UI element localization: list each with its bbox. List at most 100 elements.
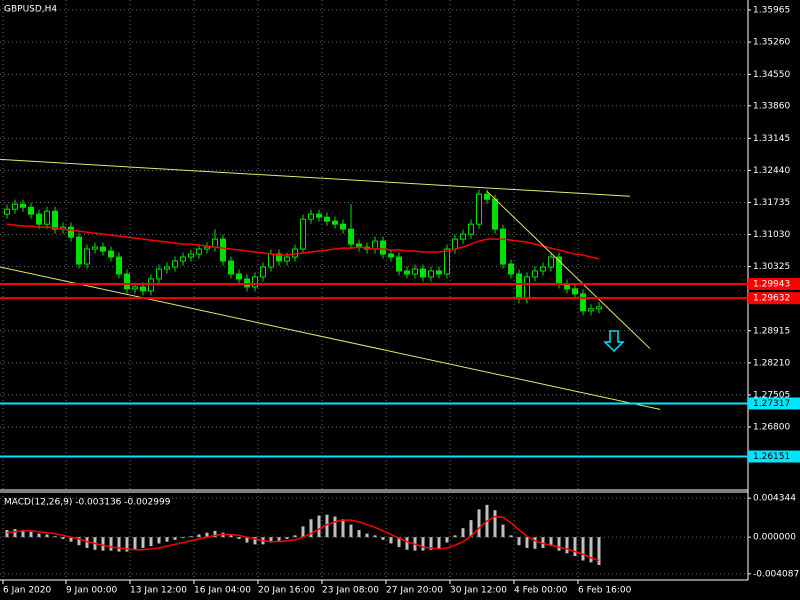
candle-body — [172, 260, 178, 268]
candle-body — [116, 256, 122, 275]
candle-body — [236, 273, 242, 280]
candle-body — [164, 266, 170, 270]
price-level-tag — [748, 292, 800, 305]
macd-bar — [285, 537, 289, 539]
trendline — [0, 158, 631, 197]
macd-bar — [37, 533, 41, 538]
trendline — [0, 266, 661, 410]
candle-body — [284, 256, 290, 262]
candle-body — [252, 276, 258, 288]
x-tick-label: 20 Jan 16:00 — [258, 586, 315, 596]
candle-body — [196, 248, 202, 255]
candle-body — [468, 223, 474, 235]
y-tick-label: 1.34550 — [753, 70, 790, 80]
y-tick-label: 1.35965 — [753, 6, 790, 16]
macd-bar — [309, 519, 313, 538]
macd-bar — [269, 537, 273, 543]
macd-bar — [469, 520, 473, 538]
y-tick-label: 0.000000 — [753, 533, 796, 543]
candle-body — [580, 293, 586, 312]
chart-title: GBPUSD,H4 — [4, 5, 57, 15]
macd-bar — [389, 537, 393, 544]
macd-bar — [581, 537, 585, 561]
candle-body — [300, 218, 306, 250]
macd-bar — [565, 537, 569, 554]
candle-body — [260, 266, 266, 278]
candle-body — [484, 193, 490, 200]
macd-bar — [189, 536, 193, 538]
macd-bar — [133, 537, 137, 550]
y-tick-label: 1.32440 — [753, 166, 790, 176]
macd-bar — [125, 537, 129, 552]
candle-body — [436, 270, 442, 275]
candle-body — [420, 268, 426, 278]
price-level-tag — [748, 450, 800, 463]
candle-body — [12, 203, 18, 210]
y-tick-label: 1.30325 — [753, 262, 790, 272]
macd-title: MACD(12,26,9) -0.003136 -0.002999 — [4, 498, 171, 508]
macd-bar — [13, 529, 17, 538]
macd-bar — [365, 533, 369, 538]
x-tick-label: 6 Jan 2020 — [3, 586, 51, 596]
sell-arrow — [603, 330, 625, 353]
moving-average — [6, 223, 600, 260]
macd-bar — [509, 535, 513, 538]
macd-bar — [573, 537, 577, 557]
candle-body — [28, 206, 34, 215]
y-tick-label: 1.31735 — [753, 198, 790, 208]
macd-bar — [517, 537, 521, 546]
macd-bar — [589, 537, 593, 563]
macd-bar — [541, 537, 545, 548]
candle-body — [44, 210, 50, 225]
macd-bar — [53, 536, 57, 538]
macd-bar — [349, 524, 353, 538]
candle-body — [76, 236, 82, 265]
candle-body — [92, 246, 98, 250]
signal-line — [6, 515, 600, 562]
macd-bar — [397, 537, 401, 548]
candle-body — [428, 270, 434, 278]
candle-body — [124, 273, 130, 290]
macd-bar — [109, 537, 113, 551]
candle-body — [132, 286, 138, 290]
macd-bar — [317, 515, 321, 538]
x-tick-label: 16 Jan 04:00 — [194, 586, 251, 596]
candle-body — [380, 240, 386, 255]
candle-body — [372, 240, 378, 250]
macd-bar — [533, 537, 537, 549]
candle-body — [156, 268, 162, 280]
candle-body — [68, 226, 74, 238]
price-level-label: 1.29943 — [753, 279, 790, 289]
macd-bar — [5, 529, 9, 538]
macd-bar — [445, 537, 449, 543]
candle-body — [388, 253, 394, 258]
candle-body — [524, 276, 530, 300]
candle-body — [228, 260, 234, 275]
candle-body — [84, 248, 90, 265]
y-tick-label: 0.004344 — [753, 494, 796, 504]
macd-bar — [429, 537, 433, 550]
candle-body — [316, 213, 322, 218]
price-level-label: 1.27317 — [753, 399, 790, 409]
macd-bar — [301, 526, 305, 538]
macd-bar — [373, 535, 377, 538]
macd-bar — [117, 537, 121, 552]
candle-body — [204, 246, 210, 250]
candle-body — [220, 238, 226, 262]
candle-body — [140, 286, 146, 292]
y-tick-label: 1.35260 — [753, 38, 790, 48]
macd-bar — [69, 537, 73, 542]
macd-bar — [421, 537, 425, 551]
y-tick-label: 1.33145 — [753, 134, 790, 144]
candle-body — [308, 213, 314, 220]
macd-bar — [525, 537, 529, 548]
candle-body — [596, 306, 602, 310]
candle-body — [548, 256, 554, 268]
candle-body — [396, 256, 402, 272]
macd-bar — [181, 537, 185, 539]
macd-bar — [325, 514, 329, 538]
macd-bar — [173, 537, 177, 540]
y-tick-label: 1.28915 — [753, 326, 790, 336]
candle-body — [452, 238, 458, 250]
candle-body — [244, 278, 250, 288]
